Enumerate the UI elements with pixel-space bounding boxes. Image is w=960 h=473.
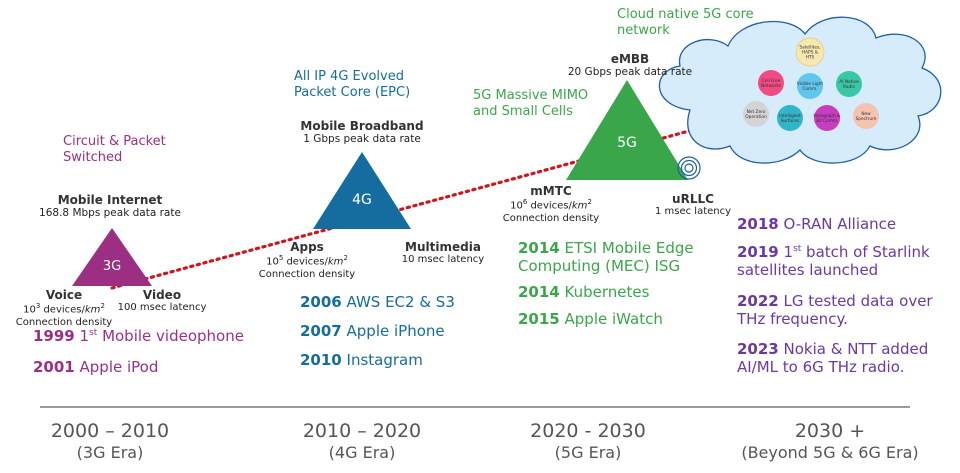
- cloud-bubble-label: AI Native Radio: [839, 79, 859, 90]
- top-label-5g: eMBB 20 Gbps peak data rate: [567, 52, 693, 79]
- triangle-4g: [313, 152, 411, 229]
- triangle-5g: [566, 80, 688, 180]
- event-6g-3: 2023 Nokia & NTT added AI/ML to 6G THz r…: [737, 340, 929, 376]
- triangle-3g: [72, 228, 152, 286]
- trend-line: [110, 126, 702, 290]
- left-label-3g: Voice 103 devices/km2 Connection density: [15, 288, 113, 328]
- era-divider: [40, 406, 910, 408]
- cloud-bubble-label: Visible Light Comm.: [797, 81, 823, 92]
- label-5g: 5G: [617, 135, 637, 151]
- event-6g-2: 2022 LG tested data over THz frequency.: [737, 292, 933, 328]
- era-4g: 2010 – 2020 (4G Era): [302, 420, 422, 462]
- event-3g-1: 2001 Apple iPod: [33, 358, 159, 376]
- note-cloud: Cloud native 5G core network: [617, 7, 754, 38]
- era-6g: 2030 + (Beyond 5G & 6G Era): [741, 420, 919, 462]
- label-3g: 3G: [102, 259, 122, 274]
- cloud-bubbles: [743, 37, 879, 131]
- event-6g-0: 2018 O-RAN Alliance: [737, 215, 897, 233]
- event-5g-0: 2014 ETSI Mobile Edge Computing (MEC) IS…: [518, 239, 694, 275]
- label-4g: 4G: [352, 192, 372, 208]
- top-label-3g: Mobile Internet 168.8 Mbps peak data rat…: [39, 193, 181, 220]
- cloud-bubble-label: Holograph & 3D Comm.: [814, 113, 842, 124]
- left-label-4g: Apps 105 devices/km2 Connection density: [258, 240, 356, 280]
- event-5g-1: 2014 Kubernetes: [518, 283, 650, 301]
- cloud-bubble-label: Satellites, HAPS & HTS: [799, 44, 820, 60]
- right-label-4g: Multimedia 10 msec latency: [401, 240, 485, 266]
- note-5g: 5G Massive MIMO and Small Cells: [473, 88, 589, 119]
- event-4g-0: 2006 AWS EC2 & S3: [300, 293, 455, 311]
- cloud-bubble-label: New Spectrum: [856, 111, 877, 122]
- top-label-4g: Mobile Broadband 1 Gbps peak data rate: [300, 119, 424, 146]
- event-5g-2: 2015 Apple iWatch: [518, 310, 663, 328]
- event-4g-1: 2007 Apple iPhone: [300, 322, 445, 340]
- event-3g-0: 1999 1st Mobile videophone: [33, 327, 244, 345]
- note-3g: Circuit & Packet Switched: [63, 134, 166, 165]
- note-4g: All IP 4G Evolved Packet Core (EPC): [294, 69, 411, 100]
- event-6g-1: 2019 1st batch of Starlink satellites la…: [737, 243, 930, 279]
- cloud-bubble-label: Net Zero Operation: [745, 109, 767, 120]
- swirl-icon: [677, 156, 701, 180]
- cloud-bubble-labels: Satellites, HAPS & HTS Cell Free Networks Vis…: [745, 44, 876, 124]
- right-label-3g: Video 100 msec latency: [117, 288, 207, 314]
- left-label-5g: mMTC 106 devices/km2 Connection density: [502, 184, 600, 224]
- cloud-bubble-label: Cell Free Networks: [761, 78, 782, 89]
- era-5g: 2020 - 2030 (5G Era): [530, 420, 646, 462]
- right-label-5g: uRLLC 1 msec latency: [654, 192, 732, 218]
- cloud-bubble-label: Intelligent Surfaces: [779, 113, 801, 124]
- event-4g-2: 2010 Instagram: [300, 351, 423, 369]
- era-3g: 2000 – 2010 (3G Era): [50, 420, 170, 462]
